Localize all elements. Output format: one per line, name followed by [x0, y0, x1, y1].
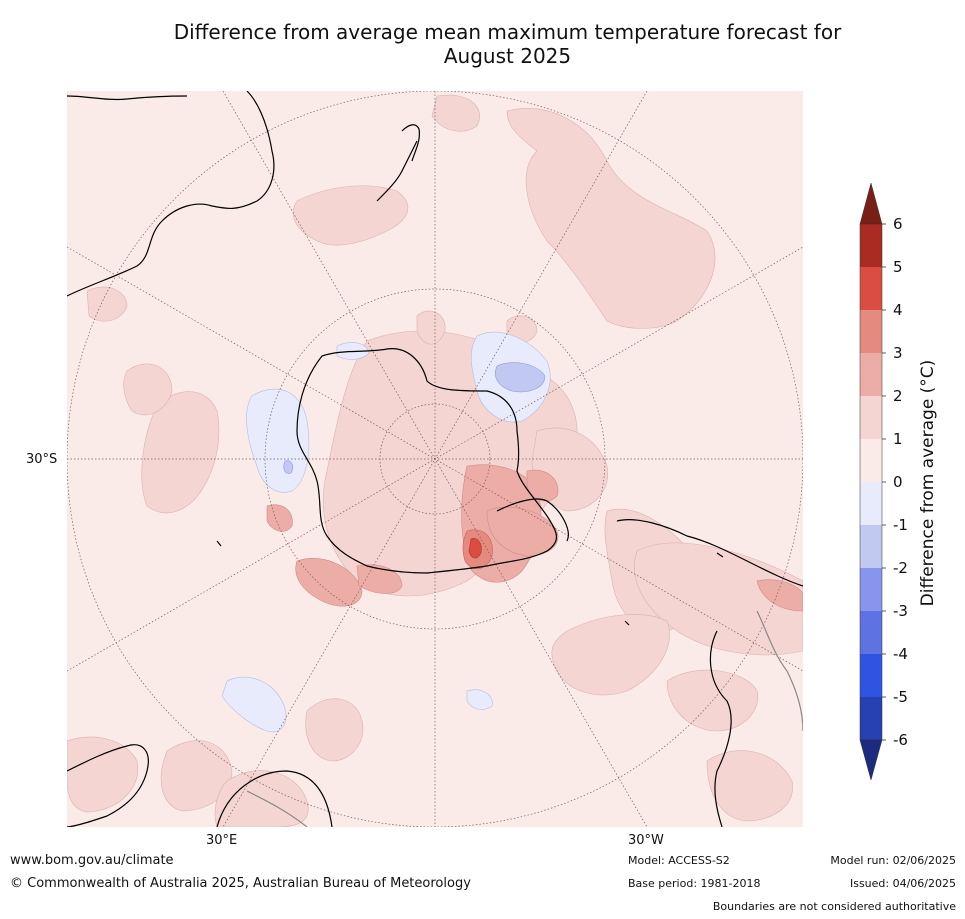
colorbar-bands: [859, 223, 883, 741]
colorbar-tick-label: 1: [893, 430, 903, 448]
footer-copyright: © Commonwealth of Australia 2025, Austra…: [10, 876, 471, 891]
colorbar-tick-label: -4: [893, 645, 908, 663]
colorbar-title: Difference from average (°C): [918, 359, 938, 607]
footer-disclaimer: Boundaries are not considered authoritat…: [712, 900, 956, 913]
colorbar-band: [860, 611, 882, 655]
colorbar-band: [860, 439, 882, 483]
anomaly-neg1-0-regions: [221, 331, 551, 733]
colorbar-tick-label: -1: [893, 516, 908, 534]
colorbar-tick-label: -6: [893, 731, 908, 749]
small-islands: [216, 540, 724, 626]
colorbar: [859, 182, 886, 781]
colorbar-band: [860, 396, 882, 440]
colorbar-tick-label: 5: [893, 258, 903, 276]
footer-model: Model: ACCESS-S2: [628, 854, 730, 867]
graticule-label-lon-30w: 30°W: [628, 833, 664, 848]
map-title-line-2: August 2025: [443, 44, 572, 68]
antarctic-peninsula-coastline: [496, 498, 569, 542]
colorbar-tick-label: -2: [893, 559, 908, 577]
australia-coastline: [67, 91, 275, 297]
south-america-coastline: [616, 519, 803, 827]
graticule-label-lat-30s: 30°S: [26, 452, 58, 467]
colorbar-tick-label: 6: [893, 215, 903, 233]
anomaly-neg2-neg1-regions: [283, 362, 546, 474]
map-title-line-1: Difference from average mean maximum tem…: [173, 20, 842, 44]
graticule-label-lon-30e: 30°E: [206, 833, 238, 848]
australia-north-coastline: [67, 95, 188, 101]
colorbar-band: [860, 224, 882, 268]
south-america-border: [756, 610, 803, 732]
colorbar-tick-label: 2: [893, 387, 903, 405]
polar-map-svg: [67, 91, 803, 827]
colorbar-bottom-arrow: [859, 739, 883, 781]
colorbar-top-arrow: [859, 182, 883, 225]
colorbar-tick-label: 3: [893, 344, 903, 362]
coastlines: [67, 91, 803, 827]
colorbar-band: [860, 353, 882, 397]
southern-africa-border: [246, 790, 308, 827]
southern-africa-coastline: [67, 744, 333, 827]
colorbar-tick-label: 0: [893, 473, 903, 491]
colorbar-band: [860, 267, 882, 311]
polar-map: [67, 91, 803, 827]
footer-base-period: Base period: 1981-2018: [628, 877, 761, 890]
colorbar-tick-label: -3: [893, 602, 908, 620]
colorbar-ticks: [882, 223, 886, 741]
colorbar-band: [860, 482, 882, 526]
footer-model-run: Model run: 02/06/2025: [830, 854, 956, 867]
footer-issued: Issued: 04/06/2025: [849, 877, 956, 890]
colorbar-band: [860, 525, 882, 569]
colorbar-tick-label: -5: [893, 688, 908, 706]
colorbar-band: [860, 654, 882, 698]
footer-website: www.bom.gov.au/climate: [10, 853, 174, 868]
antarctica-coastline: [296, 348, 557, 574]
colorbar-band: [860, 568, 882, 612]
anomaly-4-5-regions: [468, 538, 482, 559]
map-title: Difference from average mean maximum tem…: [80, 20, 935, 68]
graticule: [67, 91, 803, 827]
colorbar-band: [860, 310, 882, 354]
colorbar-tick-label: 4: [893, 301, 903, 319]
colorbar-band: [860, 697, 882, 741]
new-zealand-coastline: [376, 124, 420, 202]
